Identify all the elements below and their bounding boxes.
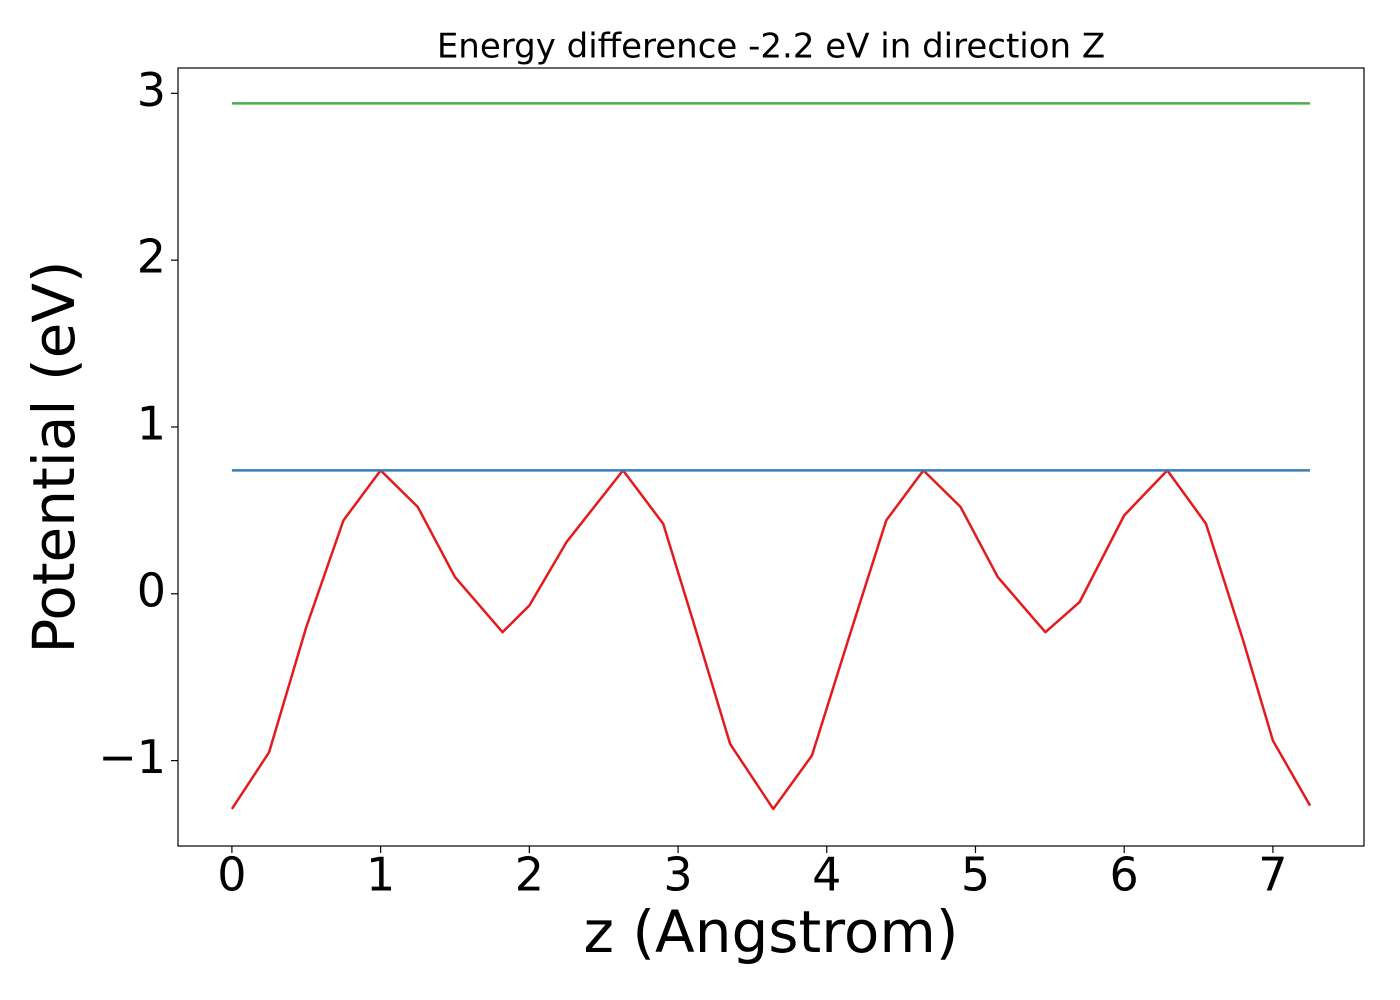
x-tick-label: 7 bbox=[1258, 848, 1287, 902]
chart-title: Energy difference -2.2 eV in direction Z bbox=[437, 27, 1105, 67]
x-tick-label: 6 bbox=[1110, 848, 1139, 902]
x-tick-label: 4 bbox=[812, 848, 841, 902]
y-tick-label: 0 bbox=[137, 563, 166, 617]
data-line bbox=[230, 469, 1312, 811]
x-tick-label: 1 bbox=[366, 848, 395, 902]
x-tick-label: 0 bbox=[217, 848, 246, 902]
y-tick-label: −1 bbox=[98, 730, 166, 784]
y-tick-label: 2 bbox=[137, 230, 166, 284]
x-tick-label: 3 bbox=[663, 848, 692, 902]
x-tick-label: 2 bbox=[515, 848, 544, 902]
y-tick-label: 1 bbox=[137, 396, 166, 450]
x-axis-label: z (Angstrom) bbox=[584, 898, 959, 966]
y-axis-label: Potential (eV) bbox=[20, 260, 88, 653]
y-tick-label: 3 bbox=[137, 63, 166, 117]
x-tick-label: 5 bbox=[961, 848, 990, 902]
plot-frame bbox=[177, 67, 1365, 847]
